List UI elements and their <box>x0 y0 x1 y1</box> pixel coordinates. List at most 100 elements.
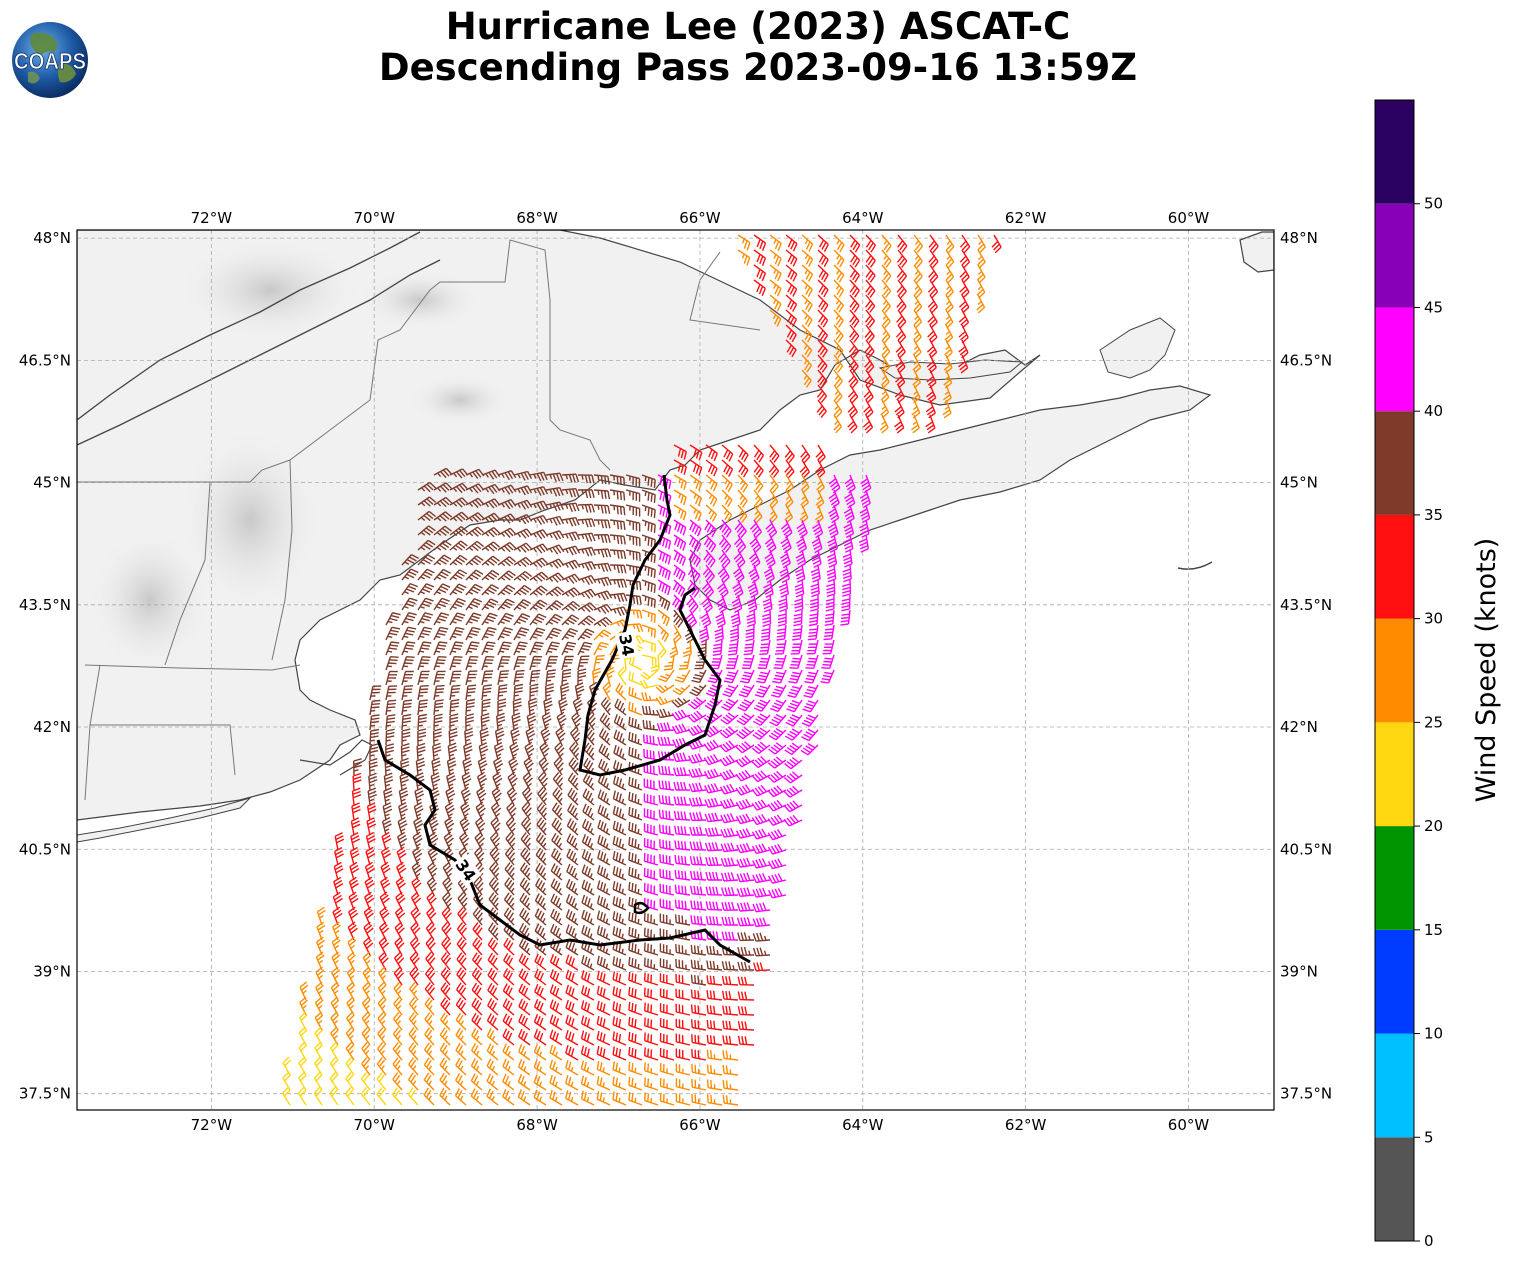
wind-barb-563 <box>513 655 527 671</box>
wind-barb-884 <box>536 817 547 836</box>
wind-barb-260 <box>784 504 794 524</box>
wind-barb-1093 <box>628 926 643 941</box>
wind-barb-210 <box>449 482 469 494</box>
wind-barb-108 <box>881 339 891 359</box>
wind-barb-578 <box>739 669 755 684</box>
wind-barb-1113 <box>487 937 499 956</box>
wind-barb-178 <box>799 459 810 479</box>
wind-barb-973 <box>566 863 579 881</box>
wind-barb-1078 <box>394 921 405 941</box>
wind-barb-1316 <box>486 1043 499 1061</box>
wind-barb-149 <box>894 399 905 419</box>
wind-barb-714 <box>598 728 611 746</box>
land-long-island <box>77 796 252 843</box>
wind-barb-258 <box>753 504 763 524</box>
wind-barb-1023 <box>442 891 453 911</box>
wind-barb-86 <box>913 309 923 329</box>
lon-tick-bottom-1: 70°W <box>354 1116 396 1134</box>
wind-barb-100 <box>944 324 954 344</box>
wind-barb-1064 <box>628 911 643 926</box>
wind-barb-1019 <box>379 891 390 911</box>
wind-barb-505 <box>513 627 530 641</box>
wind-barb-881 <box>490 816 501 836</box>
wind-barb-177 <box>784 459 795 479</box>
wind-barb-969 <box>504 862 515 881</box>
wind-barb-180 <box>433 467 453 479</box>
wind-barb-1004 <box>596 880 611 896</box>
wind-barb-361 <box>545 558 565 569</box>
wind-barb-439 <box>401 597 418 611</box>
wind-barb-1277 <box>330 1026 339 1046</box>
wind-barb-83 <box>864 309 876 329</box>
wind-barb-151 <box>925 399 936 419</box>
wind-barb-844 <box>366 802 377 821</box>
wind-barb-711 <box>555 726 566 746</box>
wind-barb-341 <box>688 549 701 568</box>
wind-barb-665 <box>736 712 755 726</box>
wind-barb-390 <box>545 572 565 583</box>
wind-barb-754 <box>767 756 787 769</box>
wind-barb-613 <box>385 685 398 701</box>
wind-barb-1317 <box>502 1043 515 1061</box>
wind-barb-1233 <box>549 999 563 1016</box>
wind-barb-1267 <box>628 1016 643 1031</box>
wind-barb-925 <box>720 842 739 853</box>
wind-barb-172 <box>705 459 718 477</box>
wind-barb-1253 <box>408 1012 419 1031</box>
wind-barb-837 <box>704 797 723 808</box>
wind-barb-411 <box>417 583 435 596</box>
wind-barb-1031 <box>565 894 579 911</box>
wind-barb-1069 <box>705 915 723 926</box>
wind-barb-121 <box>912 354 922 374</box>
wind-barb-584 <box>385 670 398 686</box>
wind-barb-359 <box>513 556 533 568</box>
wind-barb-974 <box>581 864 595 881</box>
wind-barb-868 <box>735 813 755 825</box>
wind-barb-303 <box>545 530 565 541</box>
wind-barb-675 <box>449 713 459 731</box>
wind-barb-784 <box>783 771 803 784</box>
wind-barb-453 <box>625 609 643 619</box>
wind-barb-607 <box>738 684 755 698</box>
wind-barb-466 <box>824 609 835 626</box>
wind-barb-887 <box>581 818 595 836</box>
wind-barb-1241 <box>675 1003 691 1016</box>
wind-barb-383 <box>433 568 451 581</box>
wind-barb-270 <box>481 512 501 523</box>
wind-barb-577 <box>723 669 739 684</box>
wind-barb-44 <box>928 264 939 284</box>
wind-barb-520 <box>743 639 755 656</box>
wind-barb-263 <box>828 504 840 524</box>
wind-barb-1042 <box>736 902 755 912</box>
wind-barb-1248 <box>330 1011 339 1031</box>
wind-barb-227 <box>721 489 733 508</box>
wind-barb-1376 <box>517 1074 531 1091</box>
wind-barb-946 <box>597 850 611 866</box>
wind-barb-1213 <box>690 989 707 1001</box>
wind-barb-254 <box>689 504 702 522</box>
wind-barb-11 <box>913 234 924 254</box>
wind-barb-721 <box>703 739 723 752</box>
wind-barb-1165 <box>393 966 405 986</box>
wind-barb-919 <box>628 836 643 851</box>
wind-barb-926 <box>736 842 755 854</box>
wind-barb-1359 <box>706 1064 723 1076</box>
wind-barb-742 <box>583 742 595 761</box>
wind-barb-716 <box>628 731 643 746</box>
wind-barb-8 <box>865 234 876 253</box>
wind-barb-262 <box>814 504 824 524</box>
wind-barb-883 <box>521 816 532 836</box>
wind-barb-592 <box>513 669 525 686</box>
wind-barb-521 <box>759 639 771 655</box>
wind-barb-269 <box>465 512 485 523</box>
wind-barb-160 <box>673 444 687 460</box>
wind-barb-443 <box>465 598 483 611</box>
wind-barb-1052 <box>441 906 452 926</box>
wind-barb-217 <box>561 488 580 498</box>
wind-barb-1371 <box>439 1072 451 1091</box>
wind-barb-912 <box>520 832 531 851</box>
wind-barb-1196 <box>424 982 436 1001</box>
wind-barb-281 <box>657 519 672 535</box>
st-lawrence-river <box>77 231 421 421</box>
wind-barb-109 <box>895 339 906 359</box>
